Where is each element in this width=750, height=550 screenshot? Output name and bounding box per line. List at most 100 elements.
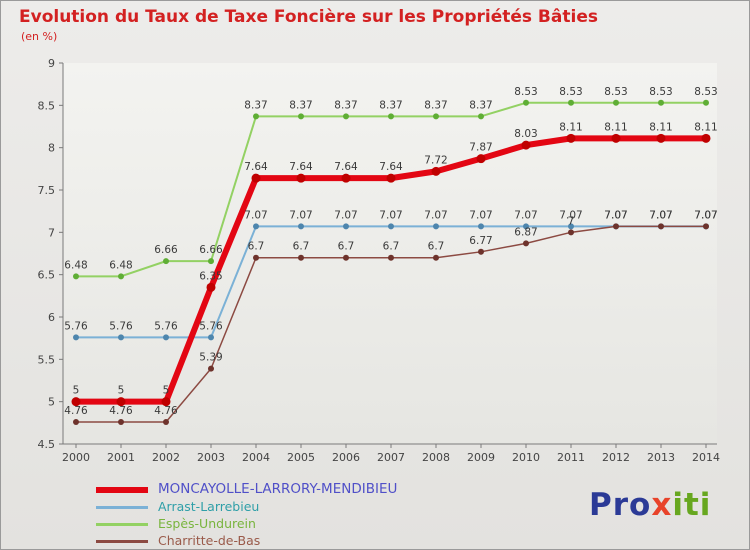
svg-text:5.39: 5.39 [199, 352, 222, 364]
legend-item: MONCAYOLLE-LARRORY-MENDIBIEU [96, 482, 397, 498]
svg-text:7.64: 7.64 [289, 161, 313, 173]
svg-text:8.11: 8.11 [604, 121, 627, 133]
svg-text:6.66: 6.66 [199, 244, 223, 256]
svg-text:8.37: 8.37 [244, 99, 267, 111]
svg-text:8.03: 8.03 [514, 128, 537, 140]
legend-label: MONCAYOLLE-LARRORY-MENDIBIEU [158, 481, 398, 498]
svg-text:8.53: 8.53 [694, 86, 717, 98]
svg-text:5.76: 5.76 [64, 320, 88, 332]
svg-text:8.37: 8.37 [334, 99, 357, 111]
svg-text:7.64: 7.64 [244, 161, 268, 173]
svg-text:4.5: 4.5 [38, 438, 56, 451]
svg-text:8.53: 8.53 [604, 86, 627, 98]
svg-text:8.11: 8.11 [694, 121, 717, 133]
svg-text:2013: 2013 [647, 451, 675, 464]
svg-text:2003: 2003 [197, 451, 225, 464]
chart-title: Evolution du Taux de Taxe Foncière sur l… [19, 7, 598, 27]
chart-svg: 9 8.5 8 7.5 7 6.5 6 5.5 5 4.5 2000 2001 2002 2003 2004… [38, 57, 721, 464]
svg-text:6.7: 6.7 [293, 241, 310, 253]
svg-text:5.76: 5.76 [154, 320, 178, 332]
svg-text:7.72: 7.72 [424, 154, 447, 166]
legend-item: Espès-Undurein [96, 516, 397, 532]
svg-text:7.07: 7.07 [604, 209, 627, 221]
svg-text:7: 7 [48, 226, 55, 239]
svg-text:6.35: 6.35 [199, 270, 222, 282]
svg-text:6: 6 [48, 311, 55, 324]
svg-text:7.07: 7.07 [424, 209, 447, 221]
svg-text:4.76: 4.76 [64, 405, 88, 417]
svg-text:7.07: 7.07 [694, 209, 717, 221]
svg-text:7.07: 7.07 [694, 209, 717, 221]
svg-text:8.37: 8.37 [379, 99, 402, 111]
svg-text:8.53: 8.53 [514, 86, 537, 98]
svg-text:2004: 2004 [242, 451, 270, 464]
svg-text:7.07: 7.07 [289, 209, 312, 221]
svg-text:7.07: 7.07 [649, 209, 672, 221]
proxiti-logo: Proxiti [589, 487, 711, 523]
svg-text:8.37: 8.37 [424, 99, 447, 111]
svg-text:2010: 2010 [512, 451, 540, 464]
legend-swatch [96, 522, 148, 526]
svg-text:2014: 2014 [692, 451, 720, 464]
svg-text:7.07: 7.07 [604, 209, 627, 221]
legend-label: Charritte-de-Bas [158, 532, 261, 548]
svg-text:6.7: 6.7 [383, 241, 400, 253]
svg-text:7.87: 7.87 [469, 142, 492, 154]
svg-text:5: 5 [48, 396, 55, 409]
svg-text:7.07: 7.07 [559, 209, 582, 221]
svg-text:4.76: 4.76 [109, 405, 133, 417]
svg-text:6.77: 6.77 [469, 235, 492, 247]
legend-label: Arrast-Larrebieu [158, 498, 260, 514]
svg-text:6.7: 6.7 [338, 241, 355, 253]
chart-subtitle: (en %) [21, 30, 58, 43]
legend-label: Espès-Undurein [158, 515, 256, 531]
svg-text:7.5: 7.5 [38, 184, 56, 197]
legend-item: Charritte-de-Bas [96, 533, 397, 549]
svg-text:7.64: 7.64 [379, 161, 403, 173]
svg-text:7.07: 7.07 [334, 209, 357, 221]
svg-text:2005: 2005 [287, 451, 315, 464]
svg-text:4.76: 4.76 [154, 405, 178, 417]
svg-text:8.37: 8.37 [469, 99, 492, 111]
svg-text:5.76: 5.76 [109, 320, 133, 332]
proxiti-logo-part: Pro [589, 487, 652, 523]
svg-text:2009: 2009 [467, 451, 495, 464]
svg-text:6.87: 6.87 [514, 226, 537, 238]
svg-text:2006: 2006 [332, 451, 360, 464]
proxiti-logo-part: x [651, 487, 673, 523]
svg-text:8.5: 8.5 [38, 99, 56, 112]
legend-swatch [96, 539, 148, 543]
svg-text:6.7: 6.7 [428, 241, 445, 253]
svg-text:6.48: 6.48 [64, 259, 87, 271]
svg-text:2011: 2011 [557, 451, 585, 464]
svg-text:5: 5 [118, 385, 125, 397]
svg-text:6.7: 6.7 [248, 241, 265, 253]
svg-text:6.66: 6.66 [154, 244, 178, 256]
svg-text:5.76: 5.76 [199, 320, 223, 332]
svg-text:9: 9 [48, 57, 55, 70]
svg-text:7.07: 7.07 [649, 209, 672, 221]
svg-text:8: 8 [48, 142, 55, 155]
svg-text:8.11: 8.11 [649, 121, 672, 133]
svg-text:7: 7 [568, 215, 575, 227]
legend: MONCAYOLLE-LARRORY-MENDIBIEU Arrast-Larr… [96, 482, 397, 549]
legend-swatch [96, 487, 148, 493]
svg-text:2000: 2000 [62, 451, 90, 464]
svg-text:6.48: 6.48 [109, 259, 132, 271]
svg-text:7.64: 7.64 [334, 161, 358, 173]
svg-text:6.5: 6.5 [38, 269, 56, 282]
svg-text:5.5: 5.5 [38, 353, 56, 366]
svg-text:2001: 2001 [107, 451, 135, 464]
svg-text:2008: 2008 [422, 451, 450, 464]
svg-text:7.07: 7.07 [514, 209, 537, 221]
svg-text:8.11: 8.11 [559, 121, 582, 133]
svg-text:7.07: 7.07 [469, 209, 492, 221]
svg-text:5: 5 [73, 385, 80, 397]
svg-text:5: 5 [163, 385, 170, 397]
svg-text:8.37: 8.37 [289, 99, 312, 111]
svg-text:7.07: 7.07 [379, 209, 402, 221]
svg-text:8.53: 8.53 [649, 86, 672, 98]
legend-item: Arrast-Larrebieu [96, 499, 397, 515]
svg-text:2012: 2012 [602, 451, 630, 464]
proxiti-logo-part: iti [672, 487, 712, 523]
